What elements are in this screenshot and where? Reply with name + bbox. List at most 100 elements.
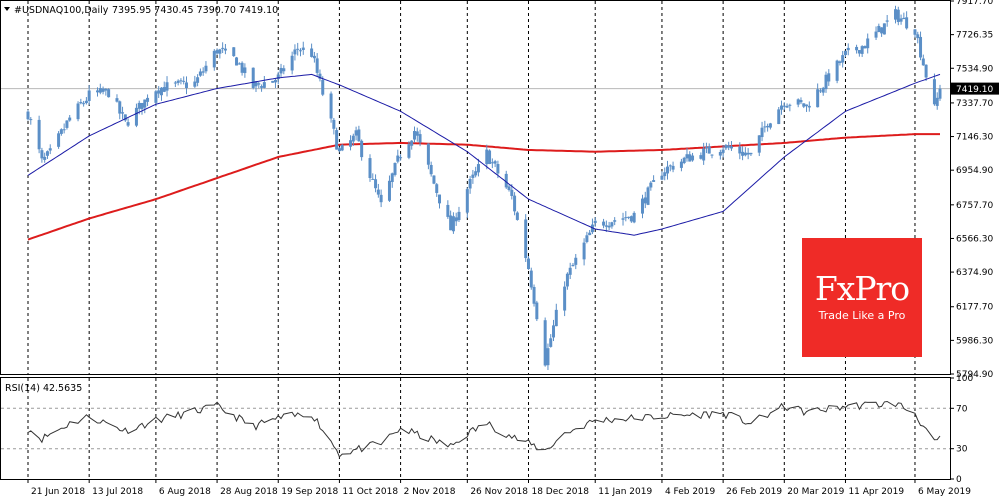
price-tick-label: 6566.30: [956, 234, 993, 244]
candle-body: [632, 212, 636, 223]
date-tick-label: 6 Aug 2018: [159, 487, 211, 497]
candle-body: [37, 119, 41, 150]
candle-body: [857, 50, 861, 54]
candle-body: [902, 17, 906, 20]
candle-body: [438, 194, 442, 204]
candle-body: [821, 87, 825, 93]
candle-body: [877, 25, 881, 33]
dropdown-arrow-icon[interactable]: [4, 7, 10, 11]
candle-body: [640, 198, 644, 214]
price-tick-label: 7337.70: [956, 99, 993, 109]
ohlc-values: 7395.95 7430.45 7390.70 7419.10: [112, 5, 278, 16]
candle-body: [290, 55, 294, 71]
logo-brand: FxPro: [814, 269, 910, 308]
candle-body: [387, 180, 391, 201]
candle-body: [62, 129, 66, 131]
candle-body: [660, 175, 664, 180]
candle-body: [107, 89, 111, 98]
candle-body: [827, 73, 831, 82]
candle-body: [451, 216, 455, 232]
candle-body: [296, 48, 300, 50]
date-tick-label: 11 Apr 2019: [848, 487, 904, 497]
candle-body: [885, 20, 889, 22]
candle-body: [184, 82, 188, 89]
candle-body: [532, 286, 536, 304]
candle-body: [766, 125, 770, 128]
candle-body: [321, 79, 325, 95]
price-tick-label: 6757.70: [956, 201, 993, 211]
candle-body: [357, 129, 361, 142]
candle-body: [159, 87, 163, 96]
date-tick-label: 19 Sep 2018: [281, 487, 338, 497]
candle-body: [543, 320, 547, 366]
candle-body: [399, 157, 403, 159]
rsi-line: [27, 400, 941, 458]
rsi-layer: [27, 400, 941, 458]
candle-body: [87, 90, 91, 101]
candle-body: [318, 73, 322, 79]
ma-fast-line: [27, 73, 941, 236]
ma-slow-layer: [27, 133, 940, 241]
candle-body: [251, 67, 255, 88]
candle-body: [393, 162, 397, 175]
candle-body: [504, 173, 508, 188]
candle-body: [243, 67, 247, 74]
symbol-label: #USDNAQ100,Daily: [14, 5, 109, 16]
candle-body: [390, 173, 394, 183]
candle-body: [610, 222, 614, 227]
candle-body: [59, 129, 63, 134]
candle-body: [237, 63, 241, 65]
candle-body: [515, 212, 519, 220]
candle-body: [710, 154, 714, 156]
candle-body: [332, 119, 336, 129]
candle-body: [816, 89, 820, 108]
candles: [26, 5, 942, 371]
chart-header: #USDNAQ100,Daily 7395.95 7430.45 7390.70…: [4, 5, 278, 394]
candle-body: [340, 145, 344, 151]
candle-body: [468, 179, 472, 189]
candle-body: [446, 204, 450, 217]
candle-body: [449, 215, 453, 231]
candle-body: [134, 107, 138, 126]
candle-body: [510, 189, 514, 196]
candle-body: [741, 151, 745, 156]
date-tick-label: 26 Feb 2019: [726, 487, 782, 497]
candle-body: [376, 189, 380, 195]
candle-body: [513, 195, 517, 212]
date-tick-label: 13 Jul 2018: [92, 487, 143, 497]
price-tick-label: 7917.70: [956, 0, 993, 7]
date-tick-label: 6 May 2019: [918, 487, 971, 497]
candle-body: [746, 152, 750, 155]
candle-body: [232, 47, 236, 57]
candle-body: [704, 146, 708, 148]
price-tick-label: 7726.35: [956, 31, 993, 41]
candle-body: [410, 140, 414, 146]
candle-body: [490, 162, 494, 164]
candle-body: [899, 18, 903, 22]
candle-body: [104, 88, 108, 91]
candle-body: [68, 117, 72, 121]
candle-body: [874, 31, 878, 38]
candle-body: [457, 211, 461, 221]
price-tick-label: 5794.90: [956, 370, 993, 380]
candle-body: [602, 221, 606, 226]
candle-body: [57, 133, 61, 147]
candle-body: [880, 27, 884, 34]
candle-body: [162, 87, 166, 92]
candle-body: [866, 38, 870, 49]
candle-body: [785, 105, 789, 108]
candle-body: [768, 123, 772, 128]
candle-body: [916, 34, 920, 39]
candle-body: [45, 151, 49, 156]
date-tick-label: 18 Dec 2018: [531, 487, 589, 497]
candle-body: [546, 348, 550, 366]
candle-body: [913, 29, 917, 35]
candle-body: [293, 49, 297, 55]
candle-body: [415, 131, 419, 136]
date-tick-label: 28 Aug 2018: [220, 487, 278, 497]
candle-body: [493, 161, 497, 164]
candle-body: [938, 88, 942, 99]
candle-body: [374, 179, 378, 189]
candle-body: [98, 88, 102, 93]
